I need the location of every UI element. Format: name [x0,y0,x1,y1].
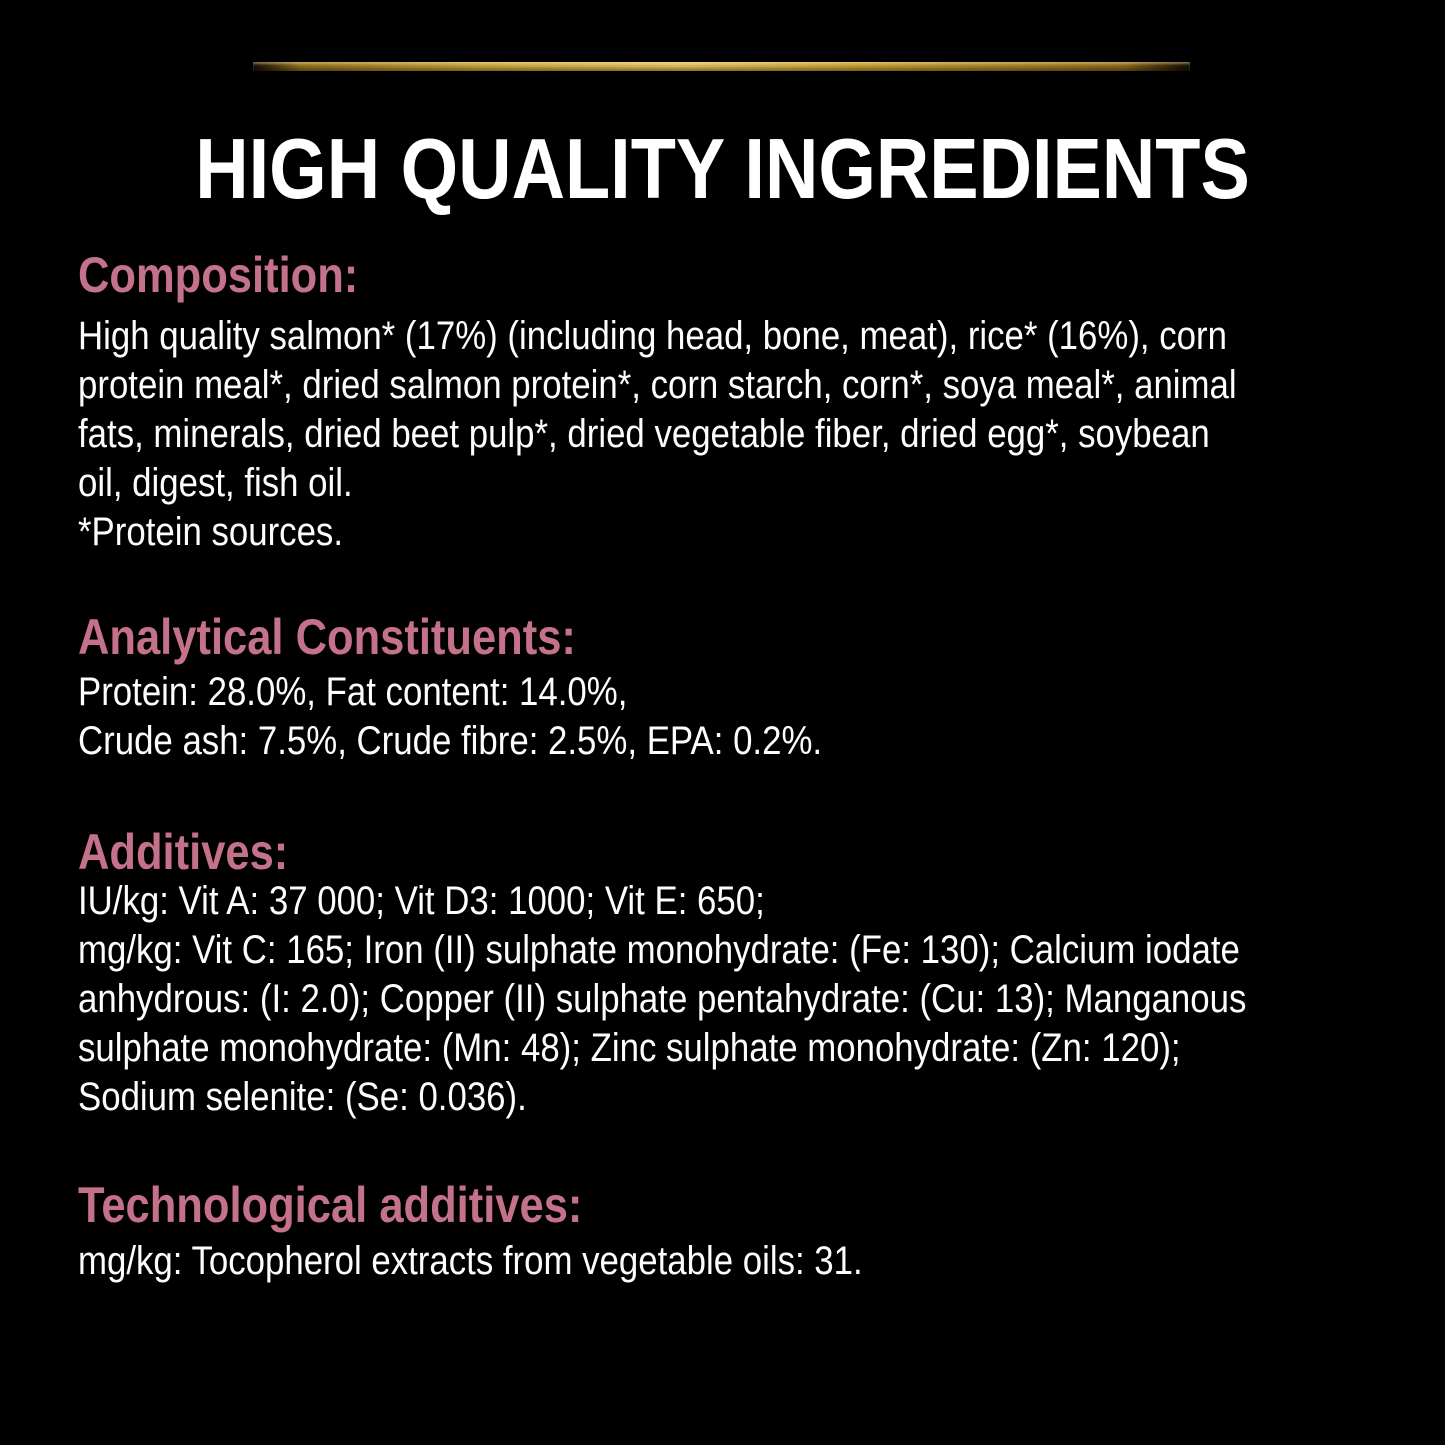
composition-line: High quality salmon* (17%) (including he… [78,314,1227,358]
section-analytical-constituents: Analytical Constituents: Protein: 28.0%,… [78,612,1261,766]
additives-line: Sodium selenite: (Se: 0.036). [78,1075,527,1119]
protein-sources-note: *Protein sources. [78,510,343,554]
gold-divider-bar [253,62,1190,71]
additives-line: IU/kg: Vit A: 37 000; Vit D3: 1000; Vit … [78,879,765,923]
section-additives: Additives: IU/kg: Vit A: 37 000; Vit D3:… [78,827,1261,1122]
analytical-constituents-heading: Analytical Constituents: [78,609,576,665]
additives-line: mg/kg: Vit C: 165; Iron (II) sulphate mo… [78,928,1240,972]
page-title: HIGH QUALITY INGREDIENTS [195,122,1250,217]
additives-heading: Additives: [78,824,289,880]
section-composition: Composition: High quality salmon* (17%) … [78,250,1261,557]
analytical-constituents-line: Crude ash: 7.5%, Crude fibre: 2.5%, EPA:… [78,719,823,763]
analytical-constituents-line: Protein: 28.0%, Fat content: 14.0%, [78,670,628,714]
technological-additives-heading: Technological additives: [78,1177,583,1233]
composition-line: oil, digest, fish oil. [78,461,353,505]
technological-additives-line: mg/kg: Tocopherol extracts from vegetabl… [78,1239,863,1283]
additives-line: anhydrous: (I: 2.0); Copper (II) sulphat… [78,977,1247,1021]
composition-line: protein meal*, dried salmon protein*, co… [78,363,1237,407]
additives-line: sulphate monohydrate: (Mn: 48); Zinc sul… [78,1026,1181,1070]
composition-heading: Composition: [78,247,359,303]
composition-line: fats, minerals, dried beet pulp*, dried … [78,412,1210,456]
section-technological-additives: Technological additives: mg/kg: Tocopher… [78,1180,1261,1286]
